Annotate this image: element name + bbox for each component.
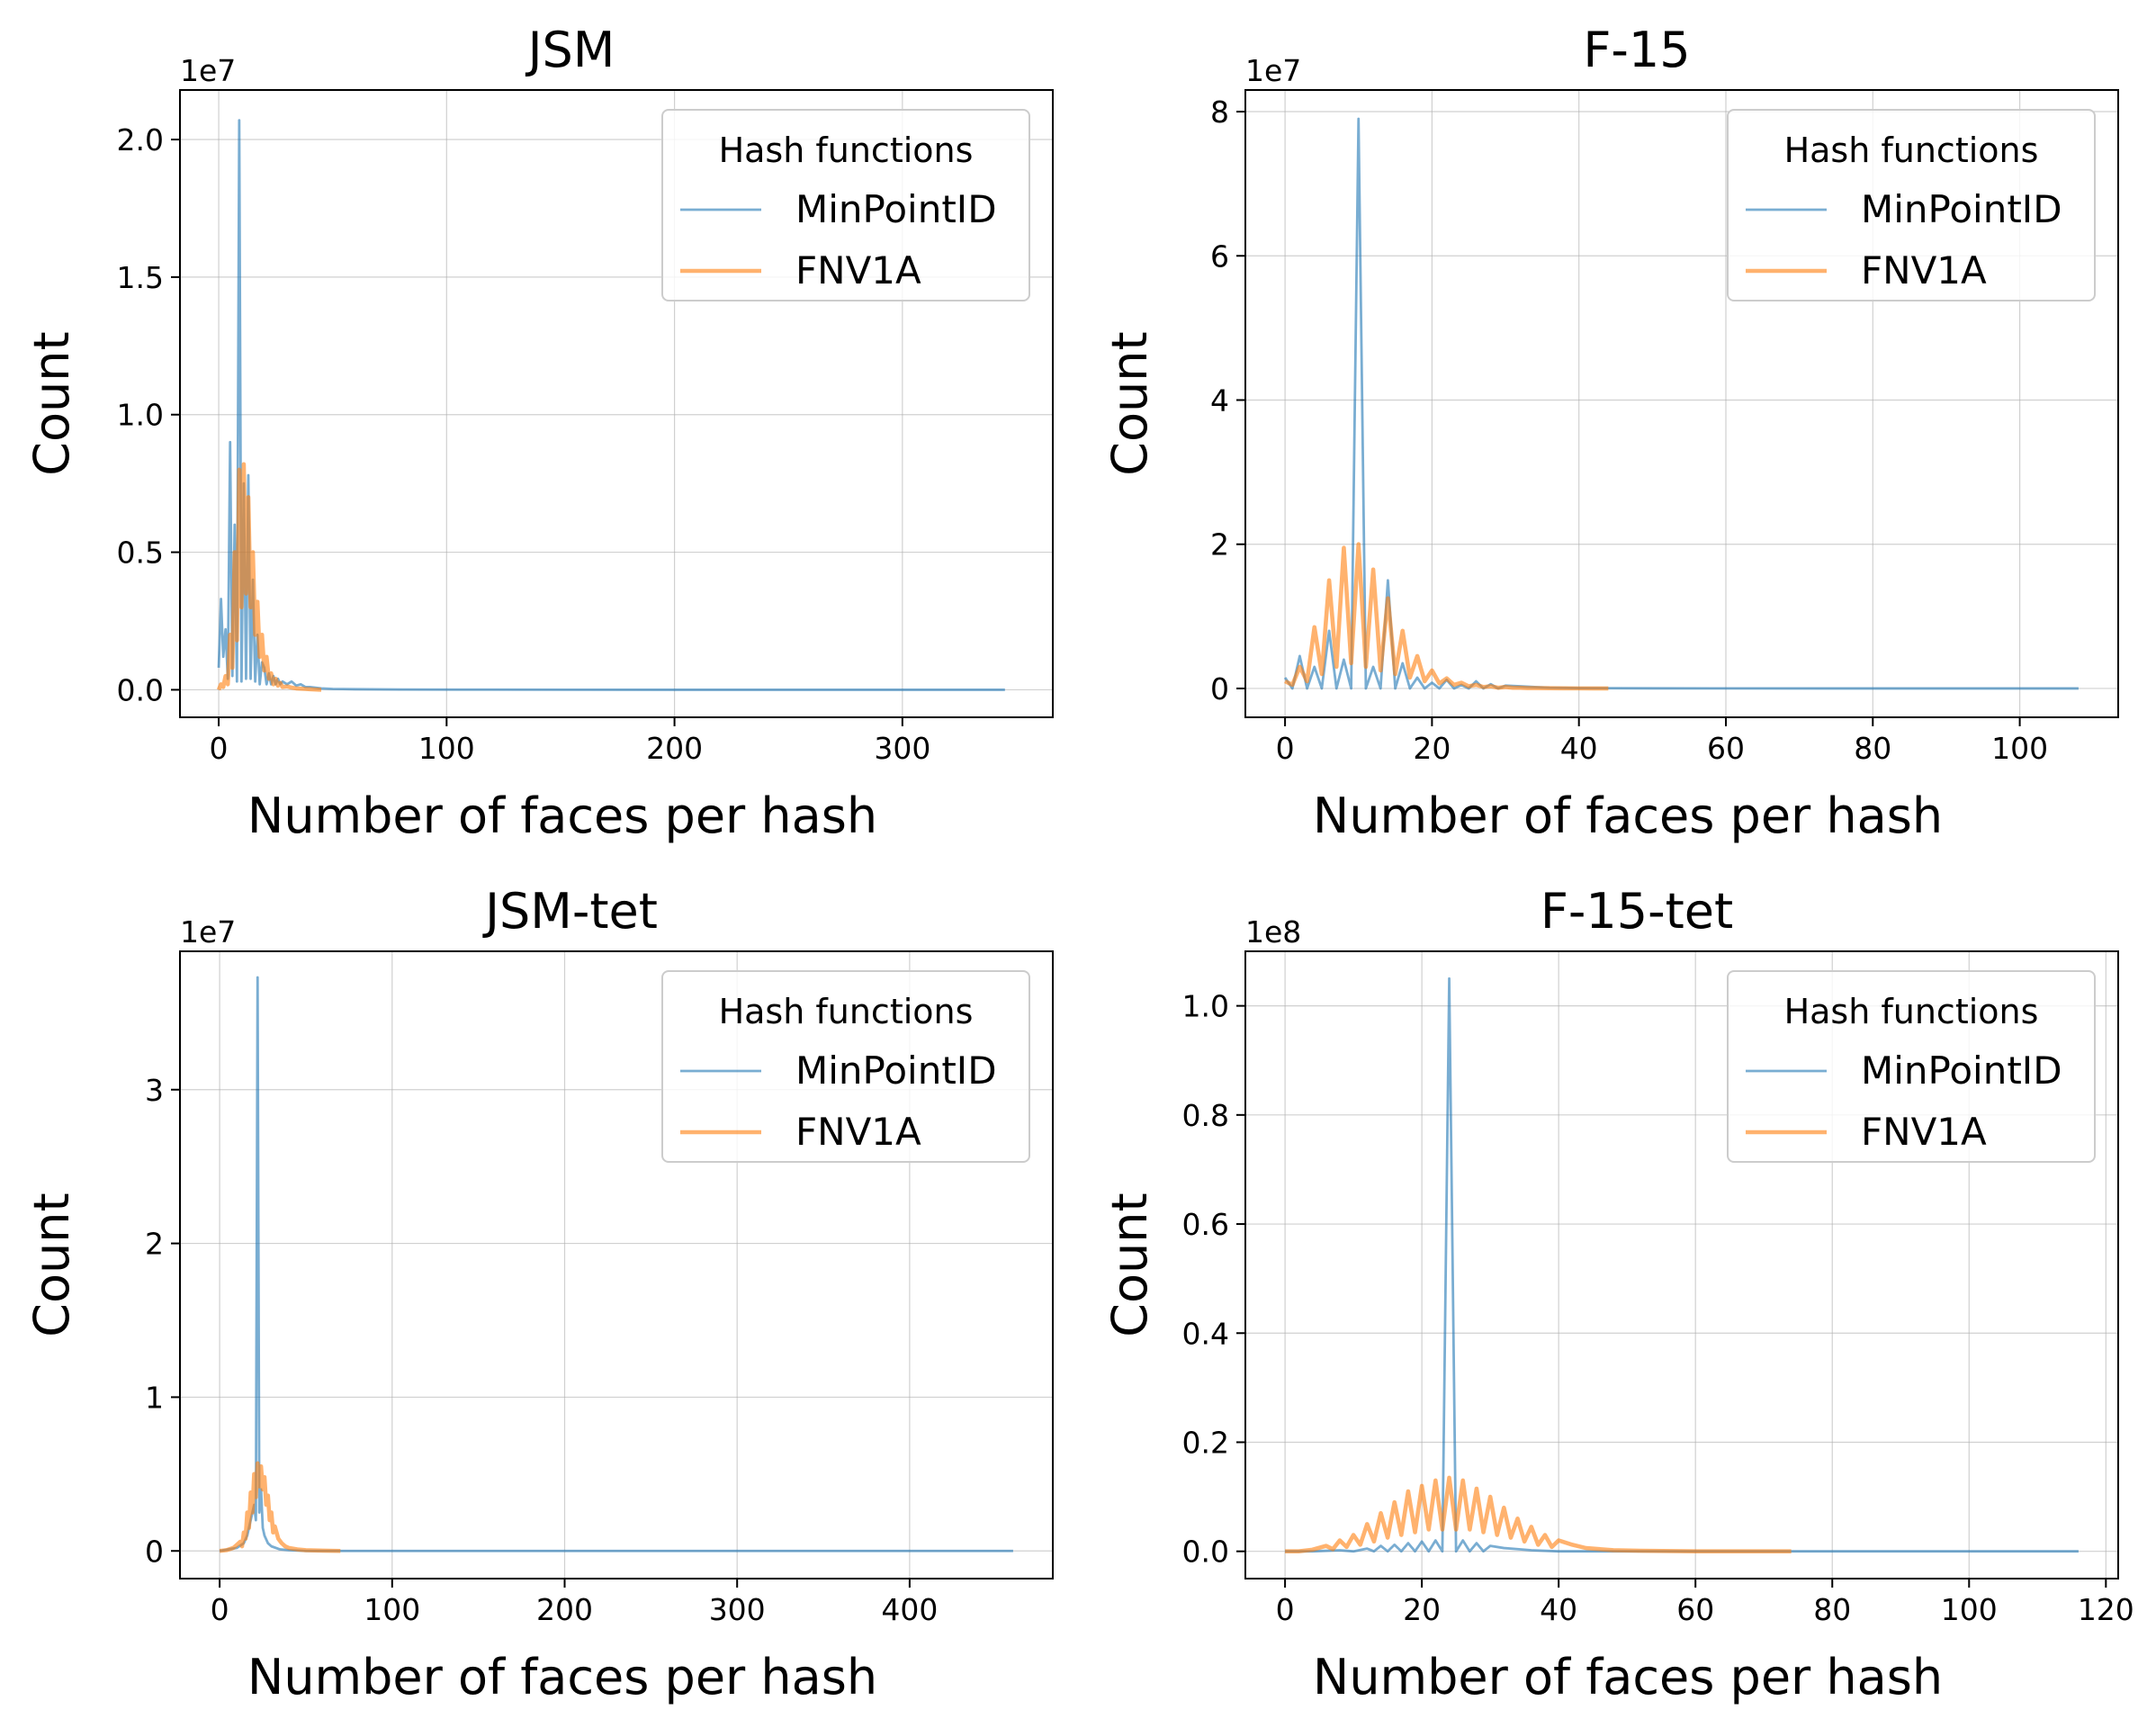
legend-entry-fnv1a: FNV1A	[1861, 1110, 1987, 1154]
chart-title: JSM-tet	[482, 883, 658, 940]
y-tick-label: 8	[1210, 94, 1229, 130]
x-axis-label: Number of faces per hash	[1313, 788, 1943, 844]
x-axis-label: Number of faces per hash	[247, 1649, 877, 1706]
y-tick-label: 2.0	[117, 122, 164, 158]
legend-entry-minpointid: MinPointID	[1861, 187, 2062, 231]
legend-entry-minpointid: MinPointID	[795, 1048, 997, 1093]
legend-entry-minpointid: MinPointID	[1861, 1048, 2062, 1093]
y-axis-label: Count	[23, 1192, 80, 1336]
y-tick-label: 0	[1210, 671, 1229, 706]
axis-offset-label: 1e7	[180, 53, 236, 88]
x-tick-label: 120	[2078, 1592, 2134, 1627]
legend-entry-minpointid: MinPointID	[795, 187, 997, 231]
x-tick-label: 100	[364, 1592, 420, 1627]
x-tick-label: 20	[1413, 731, 1451, 766]
y-tick-label: 0.5	[117, 536, 164, 571]
legend: Hash functions MinPointID FNV1A	[661, 970, 1030, 1163]
y-tick-label: 0.2	[1182, 1425, 1229, 1460]
x-tick-label: 0	[1276, 1592, 1295, 1627]
y-axis-label: Count	[23, 331, 80, 475]
chart-panel-0: 0 100 200 300 0.0 0.5 1.0 1.5 2.0 1e7 JSM Number of…	[23, 22, 1054, 844]
x-tick-label: 300	[874, 731, 930, 766]
chart-panel-2: 0 100 200 300 400 0 1 2 3 1e7 JSM-tet Number of fac…	[23, 883, 1054, 1706]
y-axis-label: Count	[1101, 331, 1158, 475]
x-tick-label: 100	[1941, 1592, 1998, 1627]
legend: Hash functions MinPointID FNV1A	[661, 109, 1030, 302]
y-tick-label: 0.0	[117, 672, 164, 707]
chart-title: F-15	[1583, 22, 1690, 78]
legend-title: Hash functions	[719, 992, 974, 1031]
y-tick-label: 0.8	[1182, 1098, 1229, 1133]
x-tick-label: 60	[1676, 1592, 1714, 1627]
axes-frame	[1244, 950, 2119, 1580]
legend-entry-fnv1a: FNV1A	[1861, 248, 1987, 292]
x-axis-label: Number of faces per hash	[247, 788, 877, 844]
x-tick-label: 20	[1403, 1592, 1441, 1627]
legend-box	[1727, 109, 2096, 302]
y-tick-label: 2	[145, 1227, 164, 1262]
x-tick-label: 100	[418, 731, 475, 766]
axes-frame	[179, 89, 1054, 718]
series-line-fnv1a	[1285, 1475, 1792, 1553]
y-tick-label: 0	[145, 1534, 164, 1569]
x-tick-label: 400	[881, 1592, 938, 1627]
legend-box	[661, 970, 1030, 1163]
legend-title: Hash functions	[1784, 130, 2039, 170]
x-tick-label: 300	[709, 1592, 766, 1627]
y-tick-label: 6	[1210, 238, 1229, 274]
x-tick-label: 60	[1707, 731, 1745, 766]
legend-entry-fnv1a: FNV1A	[795, 1110, 921, 1154]
y-tick-label: 3	[145, 1073, 164, 1108]
series-line-fnv1a	[1284, 542, 1609, 691]
y-tick-label: 1	[145, 1380, 164, 1415]
legend-title: Hash functions	[1784, 992, 2039, 1031]
y-tick-label: 4	[1210, 382, 1229, 418]
y-tick-label: 1.0	[1182, 989, 1229, 1024]
series-line-fnv1a	[216, 462, 322, 692]
legend-box	[661, 109, 1030, 302]
legend: Hash functions MinPointID FNV1A	[1727, 109, 2096, 302]
y-tick-label: 0.4	[1182, 1316, 1229, 1351]
y-tick-label: 2	[1210, 527, 1229, 562]
chart-panel-3: 0 20 40 60 80 100 120 0.0 0.2 0.4 0.6 0.8 1.0 1e8 F-15…	[1101, 883, 2134, 1706]
series-line-fnv1a	[219, 1461, 341, 1553]
axis-offset-label: 1e7	[180, 914, 236, 950]
x-tick-label: 80	[1813, 1592, 1851, 1627]
y-axis-label: Count	[1101, 1192, 1158, 1336]
x-tick-label: 0	[1276, 731, 1295, 766]
x-tick-label: 40	[1540, 1592, 1577, 1627]
axes-frame	[179, 950, 1054, 1580]
axes-frame	[1244, 89, 2119, 718]
y-tick-label: 0.6	[1182, 1207, 1229, 1242]
x-tick-label: 0	[210, 731, 229, 766]
legend-entry-fnv1a: FNV1A	[795, 248, 921, 292]
x-tick-label: 100	[1991, 731, 2048, 766]
y-tick-label: 1.0	[117, 398, 164, 433]
x-tick-label: 0	[211, 1592, 229, 1627]
y-tick-label: 0.0	[1182, 1534, 1229, 1570]
chart-panel-1: 0 20 40 60 80 100 0 2 4 6 8 1e7 F-15 Number of faces …	[1101, 22, 2119, 844]
chart-title: JSM	[526, 22, 615, 78]
series-line-minpointid	[1285, 976, 2079, 1553]
y-tick-label: 1.5	[117, 260, 164, 295]
axis-offset-label: 1e8	[1245, 914, 1301, 950]
x-tick-label: 200	[536, 1592, 593, 1627]
chart-title: F-15-tet	[1541, 883, 1733, 940]
legend-box	[1727, 970, 2096, 1163]
legend: Hash functions MinPointID FNV1A	[1727, 970, 2096, 1163]
x-axis-label: Number of faces per hash	[1313, 1649, 1943, 1706]
x-tick-label: 200	[646, 731, 703, 766]
axis-offset-label: 1e7	[1245, 53, 1301, 88]
legend-title: Hash functions	[719, 130, 974, 170]
x-tick-label: 80	[1854, 731, 1891, 766]
x-tick-label: 40	[1560, 731, 1598, 766]
